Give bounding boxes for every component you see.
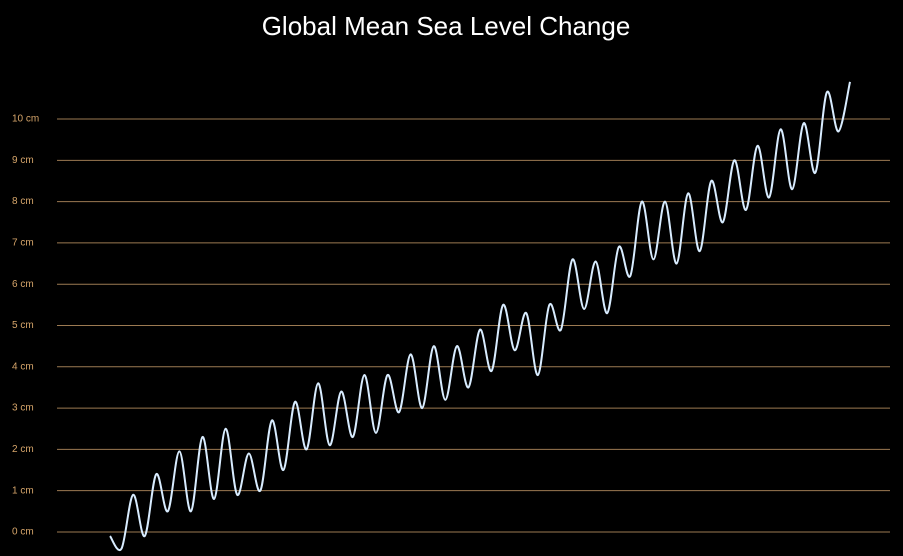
y-tick-label: 0 cm (12, 527, 34, 538)
y-tick-label: 6 cm (12, 279, 34, 290)
y-tick-label: 8 cm (12, 196, 34, 207)
y-tick-label: 10 cm (12, 114, 39, 125)
y-tick-label: 2 cm (12, 444, 34, 455)
y-tick-label: 1 cm (12, 485, 34, 496)
y-tick-label: 7 cm (12, 238, 34, 249)
y-tick-label: 9 cm (12, 155, 34, 166)
y-tick-label: 5 cm (12, 320, 34, 331)
data-line (109, 81, 851, 551)
chart-title: Global Mean Sea Level Change (262, 11, 631, 41)
y-tick-label: 4 cm (12, 361, 34, 372)
y-tick-label: 3 cm (12, 403, 34, 414)
